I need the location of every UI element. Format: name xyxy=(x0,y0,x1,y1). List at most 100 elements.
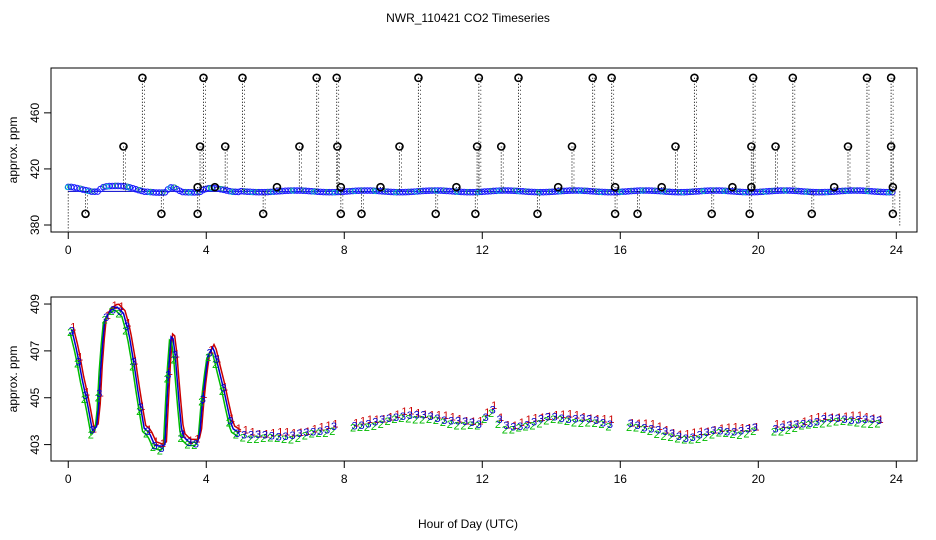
bottom-series-1-point: 1 xyxy=(684,428,690,440)
bottom-series-2-point: 2 xyxy=(67,327,73,339)
bottom-series-3-point: 3 xyxy=(607,419,613,431)
bottom-series-3-point: 3 xyxy=(572,414,578,426)
top-low-outlier-marker xyxy=(707,209,717,219)
bottom-series-3-point: 3 xyxy=(690,432,696,444)
bottom-series-3-point: 3 xyxy=(214,354,220,366)
bottom-series-1-point: 1 xyxy=(843,411,849,423)
bottom-series-3-line xyxy=(70,306,240,448)
top-mid-outlier-marker xyxy=(747,142,756,151)
bottom-series-1-point: 1 xyxy=(105,310,111,322)
bottom-series-2-point: 2 xyxy=(253,434,259,446)
bottom-series-2-point: 2 xyxy=(626,422,632,434)
bottom-series-1-point: 1 xyxy=(512,420,518,432)
bottom-series-2-point: 2 xyxy=(730,429,736,441)
top-cyan-marker xyxy=(146,189,152,196)
bottom-series-1-point: 1 xyxy=(139,401,145,413)
bottom-series-2-point: 2 xyxy=(260,433,266,445)
bottom-series-3-point: 3 xyxy=(628,418,634,430)
bottom-series-3-point: 3 xyxy=(186,437,192,449)
top-spike-marker xyxy=(238,73,247,83)
bottom-series-1-point: 1 xyxy=(864,411,870,423)
top-near-outlier-marker xyxy=(610,182,620,192)
bottom-series-1-point: 1 xyxy=(112,300,118,312)
bottom-series-1-point: 1 xyxy=(788,419,794,431)
bottom-series-3-point: 3 xyxy=(814,416,820,428)
bottom-series-2-point: 2 xyxy=(750,426,756,438)
bottom-series-1-point: 1 xyxy=(829,412,835,424)
bottom-series-3-point: 3 xyxy=(648,424,654,436)
top-low-outlier-marker xyxy=(888,209,898,219)
bottom-series-2-point: 2 xyxy=(219,386,225,398)
top-cyan-marker xyxy=(495,188,501,194)
bottom-series-1-point: 1 xyxy=(857,410,863,422)
bottom-series-3-point: 3 xyxy=(131,357,137,369)
bottom-series-1-point: 1 xyxy=(871,413,877,425)
bottom-series-3-point: 3 xyxy=(179,429,185,441)
bottom-series-2-point: 2 xyxy=(157,446,163,458)
bottom-series-3-point: 3 xyxy=(427,411,433,423)
bottom-series-1-point: 1 xyxy=(381,414,387,426)
bottom-series-2-point: 2 xyxy=(419,414,425,426)
top-outlier-markers xyxy=(67,73,901,231)
bottom-series-1-point: 1 xyxy=(553,410,559,422)
bottom-series-2-point: 2 xyxy=(460,420,466,432)
bottom-series-1-point: 1 xyxy=(498,412,504,424)
bottom-series-3-point: 3 xyxy=(559,413,565,425)
top-blue-marker xyxy=(79,186,87,193)
top-blue-marker xyxy=(220,186,227,194)
bottom-series-3-point: 3 xyxy=(372,416,378,428)
top-near-outlier-marker xyxy=(452,182,461,192)
top-spike-marker xyxy=(312,73,321,83)
bottom-series-1-point: 1 xyxy=(519,417,525,429)
bottom-series-1-point: 1 xyxy=(408,406,414,418)
bottom-series-3-point: 3 xyxy=(531,417,537,429)
bottom-series-2-point: 2 xyxy=(226,418,232,430)
bottom-series-3-point: 3 xyxy=(703,427,709,439)
bottom-series-3-point: 3 xyxy=(545,411,551,423)
bottom-series-3-point: 3 xyxy=(82,390,88,402)
bottom-series-3-point: 3 xyxy=(835,413,841,425)
bottom-series-2-point: 2 xyxy=(826,418,832,430)
bottom-series-1-point: 1 xyxy=(822,411,828,423)
bottom-series-3-point: 3 xyxy=(379,414,385,426)
bottom-series-3-point: 3 xyxy=(483,412,489,424)
bottom-series-3-point: 3 xyxy=(172,350,178,362)
bottom-series-2-point: 2 xyxy=(868,419,874,431)
top-blue-marker xyxy=(129,184,137,192)
bottom-series-1-point: 1 xyxy=(91,423,97,435)
bottom-series-3-point: 3 xyxy=(503,420,509,432)
bottom-series-3-point: 3 xyxy=(317,426,323,438)
top-x-tick-label: 8 xyxy=(341,243,348,257)
bottom-series-3-point: 3 xyxy=(262,429,268,441)
top-spike-marker xyxy=(748,73,758,83)
bottom-series-1-point: 1 xyxy=(208,344,214,356)
x-axis-label: Hour of Day (UTC) xyxy=(418,517,518,531)
bottom-series-2-point: 2 xyxy=(322,428,328,440)
bottom-series-2-point: 2 xyxy=(681,434,687,446)
top-cyan-marker xyxy=(783,188,789,194)
bottom-series-3-point: 3 xyxy=(331,421,337,433)
top-low-outlier-marker xyxy=(633,209,642,219)
bottom-series-2-point: 2 xyxy=(771,426,777,438)
bottom-series-2-point: 2 xyxy=(295,433,301,445)
bottom-series-1-point: 1 xyxy=(560,409,566,421)
bottom-series-1-point: 1 xyxy=(257,428,263,440)
bottom-series-1-line xyxy=(72,303,242,445)
bottom-series-2-point: 2 xyxy=(233,429,239,441)
bottom-series-1-point: 1 xyxy=(305,426,311,438)
top-cyan-marker xyxy=(844,188,850,194)
bottom-series-1-point: 1 xyxy=(878,414,884,426)
bottom-series-2-point: 2 xyxy=(564,416,570,428)
bottom-series-3-point: 3 xyxy=(158,443,164,455)
top-near-outlier-marker xyxy=(747,182,756,192)
bottom-series-1-point: 1 xyxy=(236,423,242,435)
bottom-series-1-point: 1 xyxy=(125,318,131,330)
bottom-series-3-point: 3 xyxy=(538,414,544,426)
bottom-series-2-point: 2 xyxy=(488,408,494,420)
top-mid-outlier-marker xyxy=(771,142,780,151)
bottom-series-3-point: 3 xyxy=(220,382,226,394)
top-mid-outlier-marker xyxy=(496,142,506,151)
bottom-series-2-point: 2 xyxy=(102,314,108,326)
bottom-series-1-point: 1 xyxy=(70,321,76,333)
